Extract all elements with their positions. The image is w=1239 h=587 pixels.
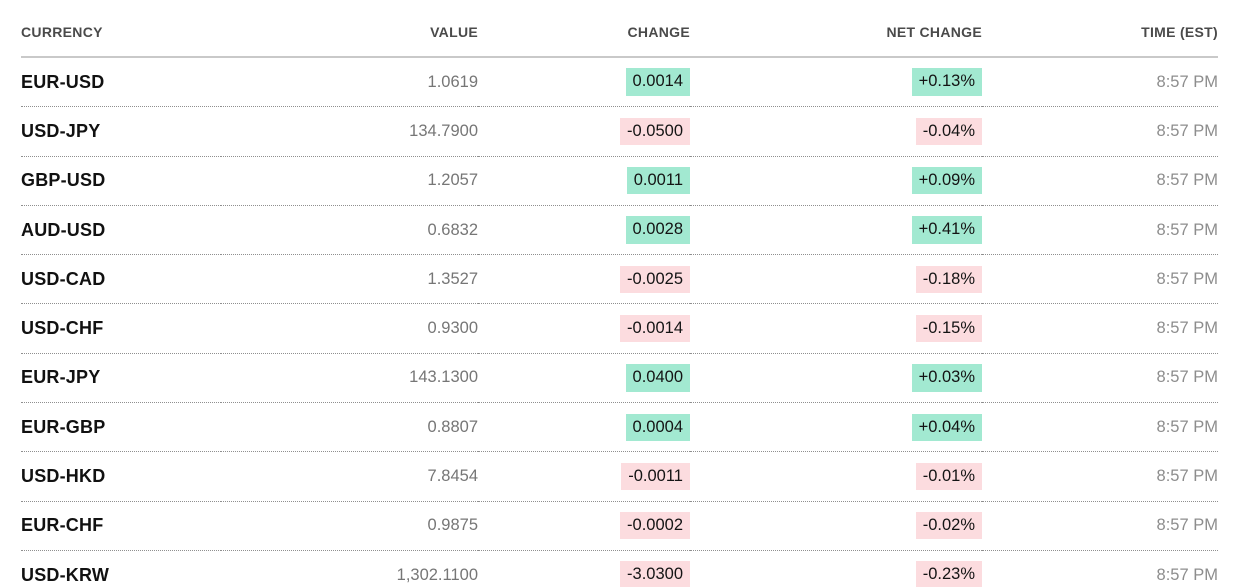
time-cell: 8:57 PM [982,402,1218,453]
table-row: USD-CAD 1.3527 -0.0025 -0.18% 8:57 PM [21,254,1218,305]
change-badge: -0.0011 [621,462,690,491]
net-change-badge: +0.04% [911,413,982,441]
table-header: CURRENCY VALUE CHANGE NET CHANGE TIME (E… [21,0,1218,58]
net-change-badge: -0.18% [915,265,982,293]
time-cell: 8:57 PM [982,353,1218,404]
value-cell: 134.7900 [221,106,478,157]
time-cell: 8:57 PM [982,303,1218,354]
change-cell: -0.0011 [478,451,690,502]
net-change-cell: -0.01% [690,451,982,502]
table-row: USD-KRW 1,302.1100 -3.0300 -0.23% 8:57 P… [21,550,1218,587]
table-row: EUR-JPY 143.1300 0.0400 +0.03% 8:57 PM [21,353,1218,404]
net-change-badge: -0.02% [915,512,982,540]
change-badge: 0.0004 [625,413,690,441]
value-cell: 0.9875 [221,501,478,551]
change-cell: 0.0004 [478,402,690,453]
net-change-cell: -0.18% [690,254,982,305]
currency-pair-link[interactable]: EUR-CHF [21,501,221,551]
value-cell: 0.9300 [221,303,478,354]
net-change-badge: -0.01% [915,462,982,491]
change-cell: 0.0014 [478,57,690,108]
value-cell: 7.8454 [221,451,478,502]
currency-pair-link[interactable]: USD-KRW [21,550,221,587]
currency-pair-link[interactable]: GBP-USD [21,156,221,206]
value-cell: 1.2057 [221,156,478,206]
value-cell: 0.8807 [221,402,478,453]
currency-pair-link[interactable]: USD-HKD [21,451,221,502]
column-header-currency: CURRENCY [21,0,221,58]
net-change-badge: +0.09% [911,167,982,195]
value-cell: 1.0619 [221,57,478,108]
change-badge: -0.0014 [620,314,690,343]
change-badge: -0.0500 [620,117,690,146]
net-change-cell: -0.02% [690,501,982,551]
value-cell: 143.1300 [221,353,478,404]
table-row: AUD-USD 0.6832 0.0028 +0.41% 8:57 PM [21,205,1218,256]
currency-pair-link[interactable]: EUR-USD [21,57,221,108]
net-change-cell: +0.41% [690,205,982,256]
net-change-cell: +0.09% [690,156,982,206]
net-change-badge: -0.23% [915,561,982,587]
change-badge: 0.0028 [625,216,690,244]
table-row: EUR-GBP 0.8807 0.0004 +0.04% 8:57 PM [21,402,1218,453]
currency-pair-link[interactable]: EUR-JPY [21,353,221,404]
net-change-cell: +0.04% [690,402,982,453]
column-header-value: VALUE [221,0,478,58]
time-cell: 8:57 PM [982,451,1218,502]
net-change-badge: +0.13% [911,68,982,96]
table-row: GBP-USD 1.2057 0.0011 +0.09% 8:57 PM [21,156,1218,206]
net-change-badge: -0.04% [915,117,982,146]
net-change-cell: +0.13% [690,57,982,108]
net-change-badge: +0.03% [911,364,982,392]
value-cell: 1.3527 [221,254,478,305]
net-change-cell: +0.03% [690,353,982,404]
table-row: USD-HKD 7.8454 -0.0011 -0.01% 8:57 PM [21,451,1218,502]
currency-pair-link[interactable]: USD-JPY [21,106,221,157]
net-change-cell: -0.23% [690,550,982,587]
column-header-time-est: TIME (EST) [982,0,1218,58]
currency-pair-link[interactable]: USD-CHF [21,303,221,354]
change-cell: -0.0500 [478,106,690,157]
table-row: USD-CHF 0.9300 -0.0014 -0.15% 8:57 PM [21,303,1218,354]
change-cell: -0.0014 [478,303,690,354]
column-header-change: CHANGE [478,0,690,58]
change-cell: 0.0028 [478,205,690,256]
net-change-badge: -0.15% [915,314,982,343]
change-cell: -0.0025 [478,254,690,305]
column-header-net-change: NET CHANGE [690,0,982,58]
table-row: USD-JPY 134.7900 -0.0500 -0.04% 8:57 PM [21,106,1218,157]
change-badge: -3.0300 [620,561,690,587]
time-cell: 8:57 PM [982,106,1218,157]
change-cell: 0.0400 [478,353,690,404]
net-change-cell: -0.15% [690,303,982,354]
table-body: EUR-USD 1.0619 0.0014 +0.13% 8:57 PM USD… [21,57,1218,587]
time-cell: 8:57 PM [982,550,1218,587]
net-change-badge: +0.41% [911,216,982,244]
change-badge: -0.0025 [620,265,690,293]
time-cell: 8:57 PM [982,501,1218,551]
change-badge: 0.0400 [625,364,690,392]
net-change-cell: -0.04% [690,106,982,157]
change-cell: -0.0002 [478,501,690,551]
change-badge: 0.0014 [625,68,690,96]
currency-pair-link[interactable]: AUD-USD [21,205,221,256]
change-cell: -3.0300 [478,550,690,587]
time-cell: 8:57 PM [982,57,1218,108]
time-cell: 8:57 PM [982,156,1218,206]
table-row: EUR-USD 1.0619 0.0014 +0.13% 8:57 PM [21,57,1218,108]
currency-pair-link[interactable]: EUR-GBP [21,402,221,453]
value-cell: 1,302.1100 [221,550,478,587]
value-cell: 0.6832 [221,205,478,256]
change-cell: 0.0011 [478,156,690,206]
time-cell: 8:57 PM [982,254,1218,305]
change-badge: -0.0002 [620,512,690,540]
time-cell: 8:57 PM [982,205,1218,256]
table-row: EUR-CHF 0.9875 -0.0002 -0.02% 8:57 PM [21,501,1218,551]
currency-pair-link[interactable]: USD-CAD [21,254,221,305]
change-badge: 0.0011 [626,167,690,195]
